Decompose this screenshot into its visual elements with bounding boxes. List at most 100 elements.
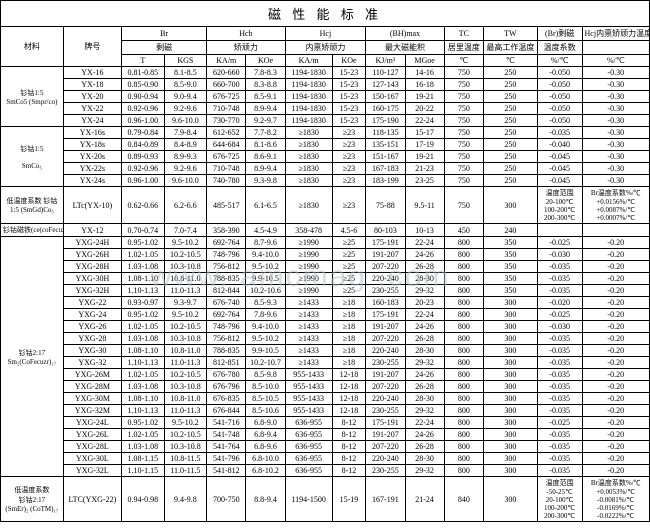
cell: 0.95-1.02: [122, 417, 165, 429]
cell: 6.8-9.6: [246, 441, 285, 453]
cell: YX-24: [63, 115, 121, 127]
cell: -0.035: [537, 393, 582, 405]
cell: 1194-1500: [285, 477, 332, 522]
cell: 710-748: [207, 103, 246, 115]
table-row: 钐钴磁铁(ce(coFecuzr)YX-120.70-0.747.0-7.435…: [1, 224, 650, 237]
h-top-3: (BH)max: [366, 27, 444, 41]
cell: -0.050: [537, 79, 582, 91]
cell: -0.30: [582, 115, 649, 127]
cell: 9.6-10.0: [164, 175, 207, 187]
cell: YXG-24L: [63, 417, 121, 429]
cell: 1194-1830: [285, 115, 332, 127]
cell: 8.8-9.4: [246, 477, 285, 522]
h-sub-5-0: ℃: [483, 55, 537, 67]
cell: YX-22: [63, 103, 121, 115]
cell: 612-652: [207, 127, 246, 139]
cell: 300: [483, 187, 537, 224]
cell: 1194-1830: [285, 79, 332, 91]
cell: 800: [444, 297, 483, 309]
cell: 29-32: [405, 285, 444, 297]
h-mid-4: 居里温度: [444, 41, 483, 55]
cell: 9.0-9.4: [164, 91, 207, 103]
material-cell: 钐钴磁铁(ce(coFecuzr): [1, 224, 64, 237]
cell: -0.30: [582, 139, 649, 151]
cell: 127-143: [366, 79, 405, 91]
cell: 0.95-1.02: [122, 237, 165, 249]
cell: 10.8-11.0: [164, 393, 207, 405]
cell: 6.1-6.5: [246, 187, 285, 224]
cell: -0.035: [537, 333, 582, 345]
cell: 4.5-4.9: [246, 224, 285, 237]
cell: YX-22s: [63, 163, 121, 175]
cell: -0.025: [537, 309, 582, 321]
table-row: YXG-28H1.03-1.0810.3-10.8756-8129.5-10.2…: [1, 261, 650, 273]
cell: 788-835: [207, 345, 246, 357]
cell: 6.8-9.4: [246, 429, 285, 441]
cell: 750: [444, 151, 483, 163]
h-grade: 牌号: [63, 27, 121, 67]
cell: 541-716: [207, 417, 246, 429]
cell: 80-103: [366, 224, 405, 237]
cell: -0.050: [537, 103, 582, 115]
cell: YXG-26: [63, 321, 121, 333]
cell: 22-24: [405, 309, 444, 321]
cell: -0.050: [537, 67, 582, 79]
cell: 15-23: [332, 103, 366, 115]
cell: 300: [483, 369, 537, 381]
cell: -0.20: [582, 405, 649, 417]
cell: 250: [483, 139, 537, 151]
cell: ≥1990: [285, 261, 332, 273]
cell: 700-750: [207, 477, 246, 522]
cell: 676-844: [207, 405, 246, 417]
table-row: YX-180.85-0.908.5-9.0660-7008.3-8.81194-…: [1, 79, 650, 91]
table-row: YX-24s0.96-1.009.6-10.0740-7809.3-9.8≥18…: [1, 175, 650, 187]
material-cell: 钐钴1:5SmCo5 (Smpr/co): [1, 67, 64, 127]
cell: 8-12: [332, 465, 366, 477]
cell: 0.89-0.93: [122, 151, 165, 163]
cell: YXG-28: [63, 333, 121, 345]
cell: 0.90-0.94: [122, 91, 165, 103]
cell: 1.08-1.10: [122, 393, 165, 405]
cell: -0.035: [537, 405, 582, 417]
table-row: YXG-30H1.08-1.1010.8-11.0788-8359.9-10.5…: [1, 273, 650, 285]
cell: 692-764: [207, 309, 246, 321]
cell: -0.045: [537, 163, 582, 175]
cell: 9.3-9.7: [164, 297, 207, 309]
cell: 11.0-11.3: [164, 405, 207, 417]
table-row: YXG-24L0.95-1.029.5-10.2541-7166.8-9.063…: [1, 417, 650, 429]
cell: 8.5-9.1: [246, 91, 285, 103]
cell: 6.2-6.6: [164, 187, 207, 224]
table-row: YXG-26L1.02-1.0510.2-10.5541-7486.8-9.46…: [1, 429, 650, 441]
cell: 750: [444, 115, 483, 127]
cell: 29-32: [405, 357, 444, 369]
cell: 9.5-10.2: [164, 237, 207, 249]
cell: ≥1830: [285, 151, 332, 163]
cell: 10.2-10.7: [246, 357, 285, 369]
cell: -0.020: [537, 297, 582, 309]
cell: 300: [483, 333, 537, 345]
cell: 1.10-1.13: [122, 405, 165, 417]
cell: ≥1990: [285, 237, 332, 249]
cell: YX-24s: [63, 175, 121, 187]
cell: ≥18: [332, 357, 366, 369]
cell: ≥25: [332, 237, 366, 249]
cell: 12-18: [332, 393, 366, 405]
cell: 541-748: [207, 429, 246, 441]
cell: -0.20: [582, 381, 649, 393]
cell: 800: [444, 381, 483, 393]
cell: 800: [444, 393, 483, 405]
cell: 0.70-0.74: [122, 224, 165, 237]
cell: 800: [444, 441, 483, 453]
cell: -0.035: [537, 357, 582, 369]
h-sub-7-0: %/℃: [582, 55, 649, 67]
cell: 676-725: [207, 151, 246, 163]
cell: 7.8-9.6: [246, 309, 285, 321]
cell: 9.5-10.2: [164, 309, 207, 321]
h-mid-2: 内禀矫顽力: [285, 41, 366, 55]
table-row: YXG-240.95-1.029.5-10.2692-7647.8-9.6≥14…: [1, 309, 650, 321]
h-top-2: Hcj: [285, 27, 366, 41]
cell: 541-796: [207, 453, 246, 465]
cell: -0.025: [537, 237, 582, 249]
cell: 150-167: [366, 91, 405, 103]
cell: 167-183: [366, 163, 405, 175]
